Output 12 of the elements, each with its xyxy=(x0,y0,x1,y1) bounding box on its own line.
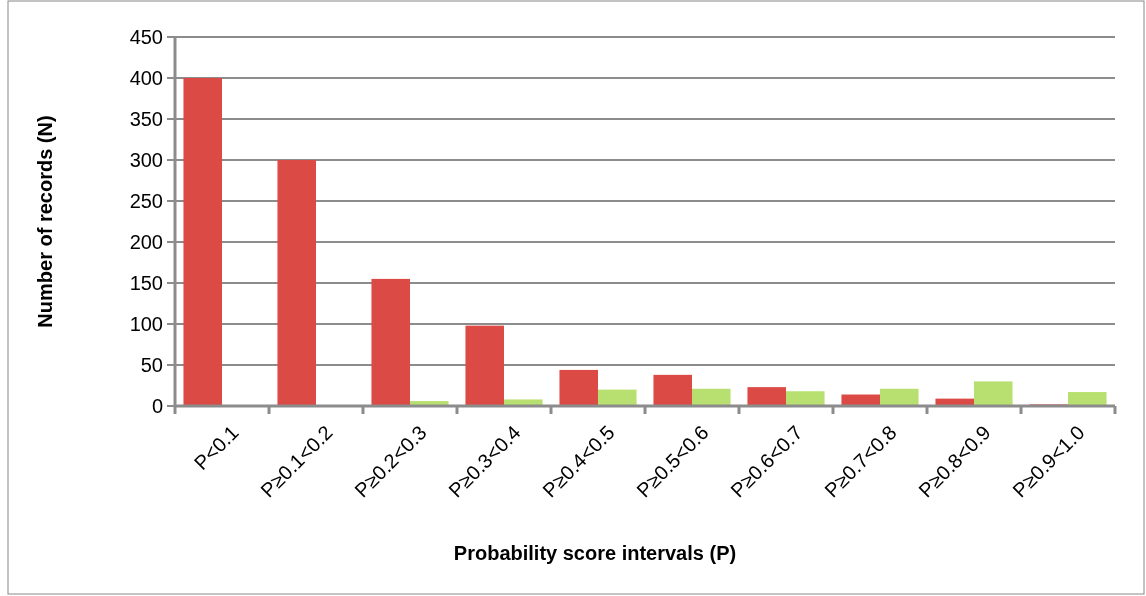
y-tick-label: 150 xyxy=(129,272,163,294)
y-tick-label: 300 xyxy=(129,149,163,171)
y-tick-label: 400 xyxy=(129,67,163,89)
y-tick-label: 450 xyxy=(129,26,163,48)
y-axis-title: Number of records (N) xyxy=(34,115,56,328)
y-tick-label: 50 xyxy=(140,354,163,376)
y-tick-label: 200 xyxy=(129,231,163,253)
y-tick-label: 0 xyxy=(151,395,163,417)
y-tick-label: 100 xyxy=(129,313,163,335)
y-tick-label: 250 xyxy=(129,190,163,212)
y-tick-label: 350 xyxy=(129,108,163,130)
x-axis-title: Probability score intervals (P) xyxy=(453,542,737,564)
